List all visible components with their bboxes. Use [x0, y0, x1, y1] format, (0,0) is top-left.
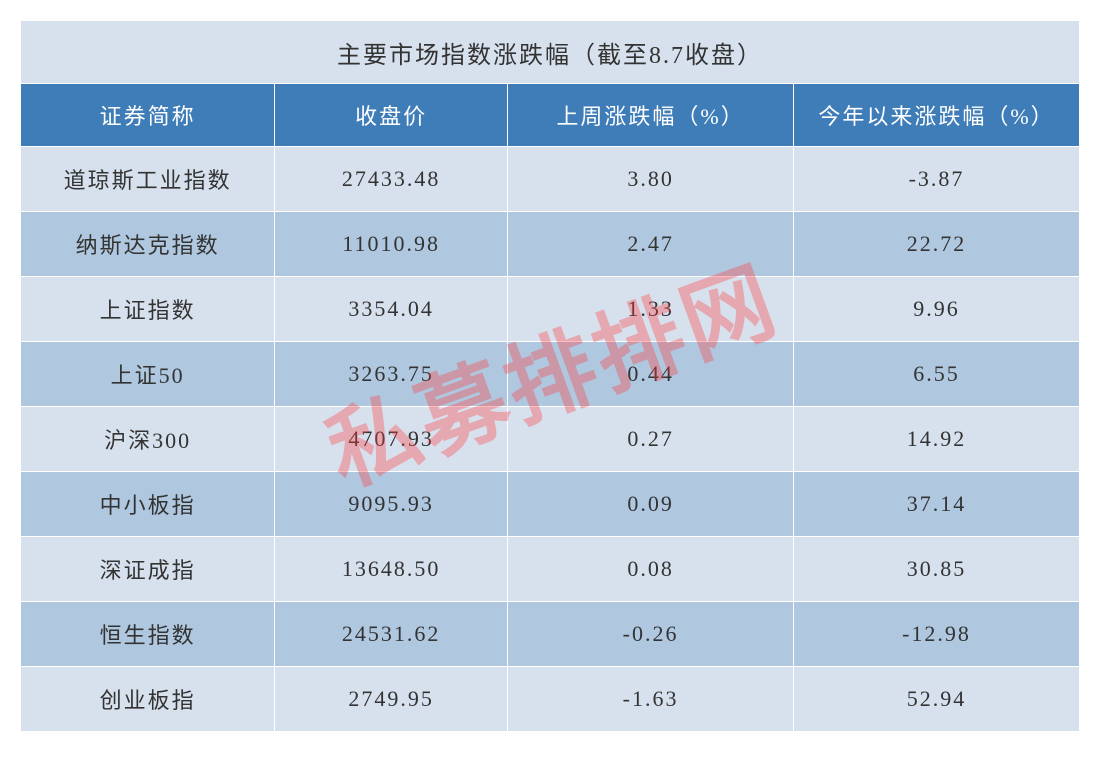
cell-ytd: 9.96 [794, 277, 1080, 342]
cell-weekly: 0.09 [508, 472, 794, 537]
table-header-row: 证券简称 收盘价 上周涨跌幅（%） 今年以来涨跌幅（%） [21, 84, 1080, 147]
table-title-row: 主要市场指数涨跌幅（截至8.7收盘） [21, 21, 1080, 84]
cell-weekly: 0.27 [508, 407, 794, 472]
cell-weekly: 1.33 [508, 277, 794, 342]
cell-close: 13648.50 [275, 537, 508, 602]
cell-ytd: -3.87 [794, 147, 1080, 212]
table-row: 道琼斯工业指数 27433.48 3.80 -3.87 [21, 147, 1080, 212]
cell-ytd: 14.92 [794, 407, 1080, 472]
cell-name: 上证指数 [21, 277, 275, 342]
cell-name: 恒生指数 [21, 602, 275, 667]
cell-name: 创业板指 [21, 667, 275, 732]
cell-name: 纳斯达克指数 [21, 212, 275, 277]
market-index-table: 主要市场指数涨跌幅（截至8.7收盘） 证券简称 收盘价 上周涨跌幅（%） 今年以… [20, 20, 1080, 732]
cell-name: 上证50 [21, 342, 275, 407]
cell-weekly: 0.08 [508, 537, 794, 602]
table-title: 主要市场指数涨跌幅（截至8.7收盘） [21, 21, 1080, 84]
cell-ytd: -12.98 [794, 602, 1080, 667]
cell-weekly: 3.80 [508, 147, 794, 212]
col-header-close: 收盘价 [275, 84, 508, 147]
cell-ytd: 37.14 [794, 472, 1080, 537]
cell-close: 27433.48 [275, 147, 508, 212]
table-row: 恒生指数 24531.62 -0.26 -12.98 [21, 602, 1080, 667]
table-body: 道琼斯工业指数 27433.48 3.80 -3.87 纳斯达克指数 11010… [21, 147, 1080, 732]
cell-ytd: 22.72 [794, 212, 1080, 277]
cell-close: 3354.04 [275, 277, 508, 342]
table-row: 上证50 3263.75 0.44 6.55 [21, 342, 1080, 407]
cell-name: 中小板指 [21, 472, 275, 537]
table-row: 沪深300 4707.93 0.27 14.92 [21, 407, 1080, 472]
col-header-ytd: 今年以来涨跌幅（%） [794, 84, 1080, 147]
cell-close: 11010.98 [275, 212, 508, 277]
table-row: 上证指数 3354.04 1.33 9.96 [21, 277, 1080, 342]
col-header-name: 证券简称 [21, 84, 275, 147]
cell-name: 深证成指 [21, 537, 275, 602]
cell-close: 4707.93 [275, 407, 508, 472]
cell-close: 9095.93 [275, 472, 508, 537]
cell-close: 24531.62 [275, 602, 508, 667]
cell-weekly: 2.47 [508, 212, 794, 277]
cell-ytd: 6.55 [794, 342, 1080, 407]
table-row: 深证成指 13648.50 0.08 30.85 [21, 537, 1080, 602]
cell-close: 2749.95 [275, 667, 508, 732]
table-row: 纳斯达克指数 11010.98 2.47 22.72 [21, 212, 1080, 277]
cell-weekly: -0.26 [508, 602, 794, 667]
table-row: 创业板指 2749.95 -1.63 52.94 [21, 667, 1080, 732]
cell-name: 沪深300 [21, 407, 275, 472]
cell-weekly: -1.63 [508, 667, 794, 732]
cell-ytd: 30.85 [794, 537, 1080, 602]
table-row: 中小板指 9095.93 0.09 37.14 [21, 472, 1080, 537]
cell-name: 道琼斯工业指数 [21, 147, 275, 212]
cell-close: 3263.75 [275, 342, 508, 407]
market-index-table-container: 主要市场指数涨跌幅（截至8.7收盘） 证券简称 收盘价 上周涨跌幅（%） 今年以… [20, 20, 1080, 732]
cell-weekly: 0.44 [508, 342, 794, 407]
col-header-weekly: 上周涨跌幅（%） [508, 84, 794, 147]
cell-ytd: 52.94 [794, 667, 1080, 732]
